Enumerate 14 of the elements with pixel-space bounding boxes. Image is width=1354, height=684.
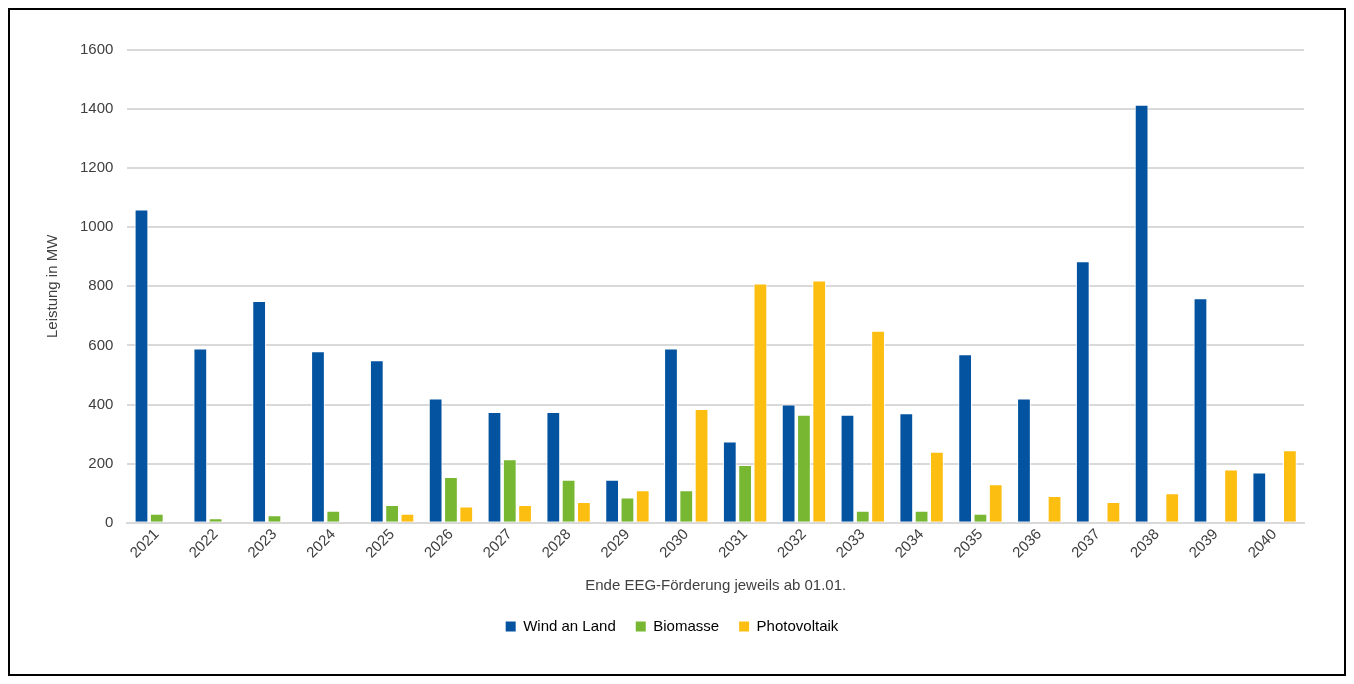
legend-label: Photovoltaik bbox=[756, 616, 839, 634]
y-tick-label: 1000 bbox=[79, 217, 114, 235]
legend-label: Wind an Land bbox=[523, 616, 616, 634]
y-axis-title: Leistung in MW bbox=[43, 233, 61, 339]
y-tick-label: 0 bbox=[105, 512, 114, 530]
y-tick-label: 1600 bbox=[79, 40, 114, 58]
y-tick-label: 1400 bbox=[79, 99, 114, 117]
y-tick-label: 800 bbox=[88, 276, 114, 294]
y-tick-label: 1200 bbox=[79, 158, 114, 176]
legend-label: Biomasse bbox=[653, 616, 720, 634]
y-tick-label: 200 bbox=[88, 453, 114, 471]
y-tick-label: 600 bbox=[88, 335, 114, 353]
x-axis-title: Ende EEG-Förderung jeweils ab 01.01. bbox=[585, 576, 847, 594]
y-tick-label: 400 bbox=[88, 394, 114, 412]
